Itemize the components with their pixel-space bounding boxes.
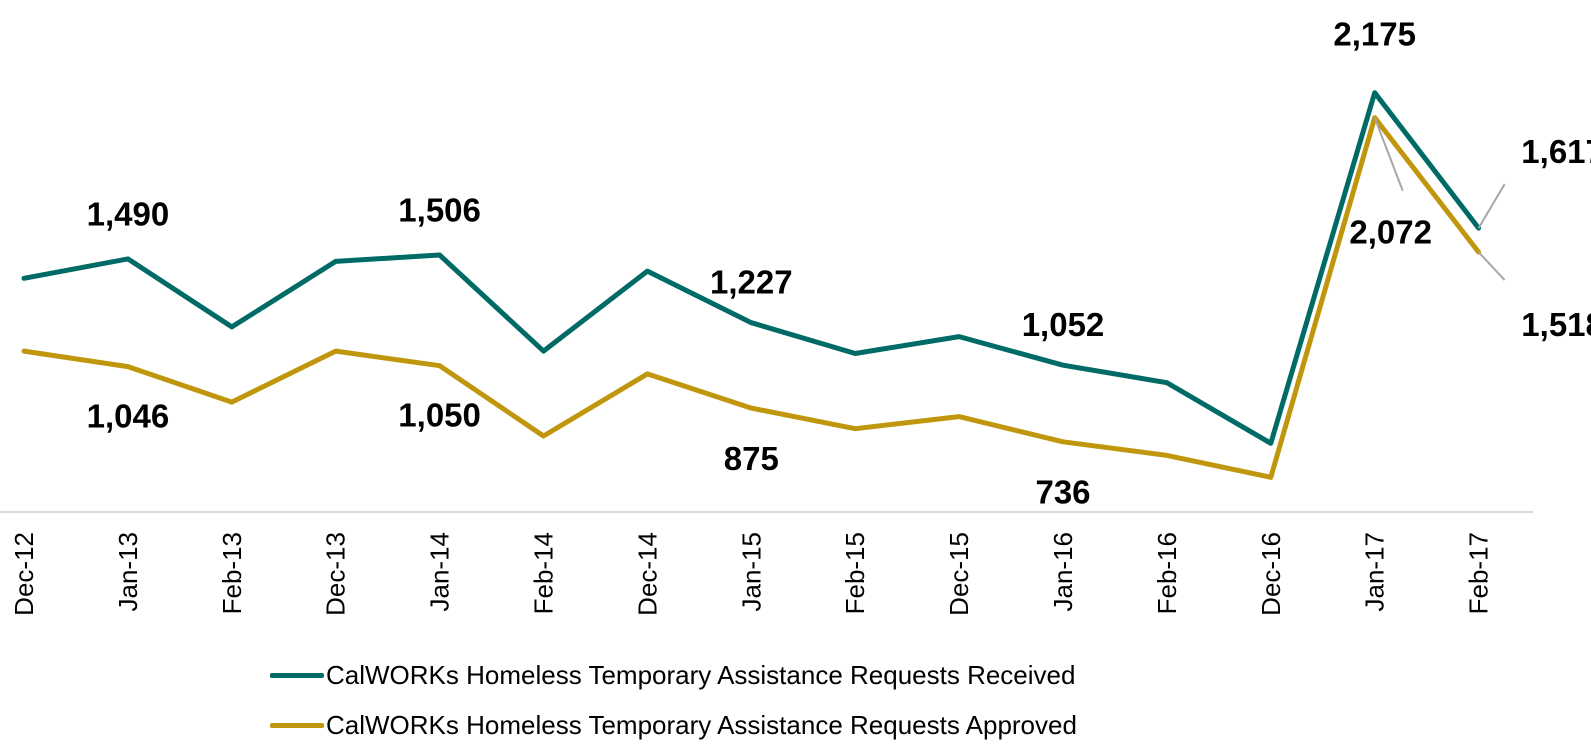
x-tick-label: Dec-15 (944, 532, 974, 616)
label-leader-lines (1373, 117, 1506, 281)
legend-item-received: CalWORKs Homeless Temporary Assistance R… (270, 650, 1077, 700)
leader-line (1373, 117, 1404, 192)
data-label: 1,046 (87, 397, 170, 434)
data-labels: 1,490 1,506 1,227 1,052 2,175 1,617 1,046 1,050… (87, 15, 1591, 510)
x-tick-label: Feb-13 (217, 532, 247, 614)
x-tick-label: Feb-14 (529, 532, 559, 614)
data-label: 1,227 (710, 263, 793, 300)
x-tick-label: Jan-17 (1360, 532, 1390, 612)
x-tick-label: Dec-13 (321, 532, 351, 616)
x-tick-label: Jan-15 (736, 532, 766, 612)
x-tick-label: Dec-16 (1256, 532, 1286, 616)
data-label: 2,072 (1349, 213, 1432, 250)
legend-label-received: CalWORKs Homeless Temporary Assistance R… (326, 659, 1076, 690)
x-tick-label: Dec-12 (9, 532, 39, 616)
data-label: 1,052 (1022, 306, 1105, 343)
data-label: 1,617 (1521, 133, 1591, 170)
series-line-approved (21, 115, 1482, 480)
x-tick-label: Jan-13 (113, 532, 143, 612)
legend-swatch-approved (270, 722, 324, 728)
data-label: 1,490 (87, 196, 170, 233)
legend-label-approved: CalWORKs Homeless Temporary Assistance R… (326, 709, 1077, 740)
data-label: 1,506 (398, 192, 481, 229)
leader-line (1477, 183, 1506, 229)
legend: CalWORKs Homeless Temporary Assistance R… (270, 650, 1077, 750)
series-line-received (21, 90, 1482, 446)
x-tick-label: Feb-15 (840, 532, 870, 614)
x-tick-label: Feb-17 (1464, 532, 1494, 614)
x-tick-label: Feb-16 (1152, 532, 1182, 614)
leader-line (1477, 251, 1506, 281)
legend-swatch-received (270, 672, 324, 678)
x-tick-label: Dec-14 (632, 532, 662, 616)
series-lines (21, 90, 1482, 480)
data-label: 1,050 (398, 396, 481, 433)
data-label: 875 (724, 440, 779, 477)
data-label: 2,175 (1333, 15, 1416, 52)
legend-item-approved: CalWORKs Homeless Temporary Assistance R… (270, 700, 1077, 750)
data-label: 1,518 (1521, 306, 1591, 343)
x-tick-label: Jan-16 (1048, 532, 1078, 612)
x-tick-label: Jan-14 (425, 532, 455, 612)
x-axis-tick-labels: Dec-12 Jan-13 Feb-13 Dec-13 Jan-14 Feb-14 Dec-… (9, 532, 1494, 616)
data-label: 736 (1035, 474, 1090, 511)
